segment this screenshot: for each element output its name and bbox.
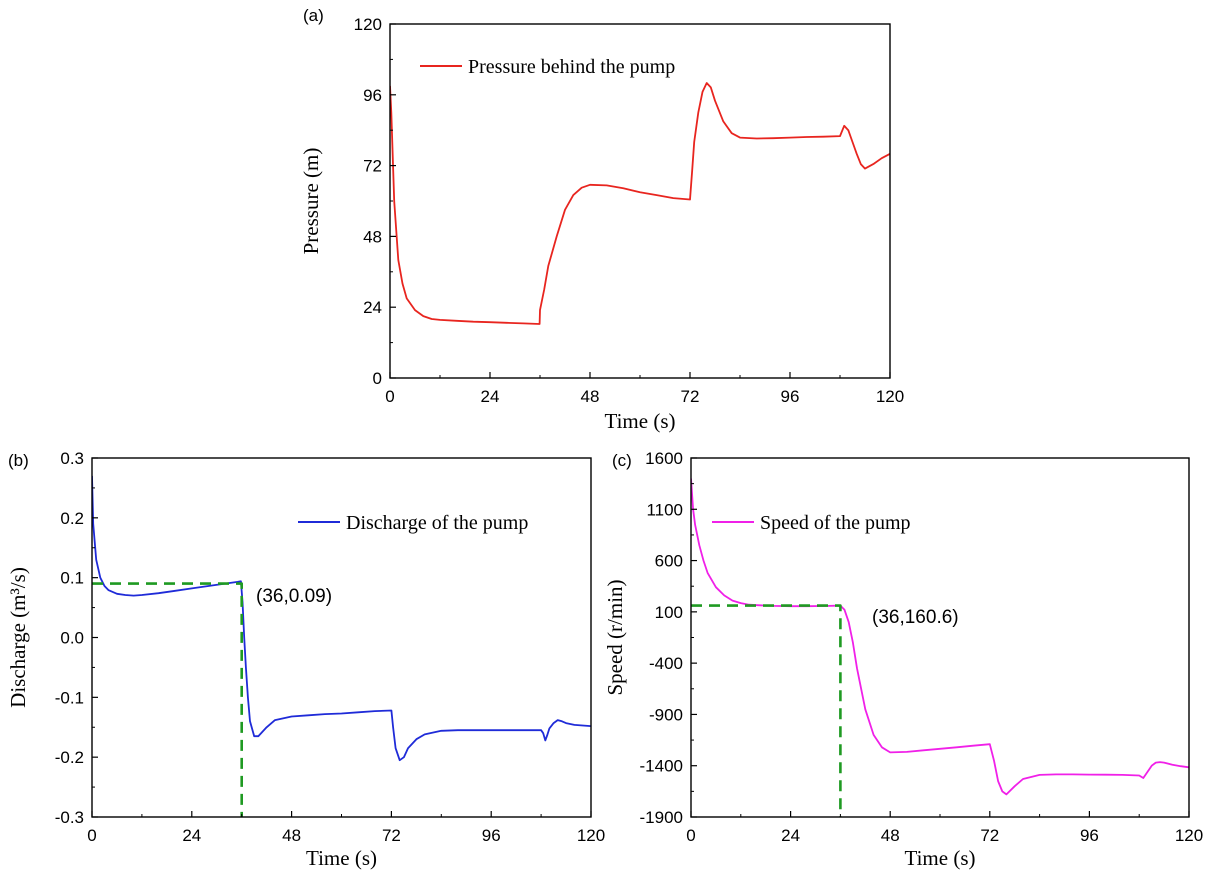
x-tick-label: 72: [681, 387, 700, 406]
panel-label: (b): [8, 451, 29, 470]
point-annotation: (36,160.6): [872, 607, 959, 628]
x-tick-label: 120: [577, 826, 605, 845]
x-tick-label: 120: [876, 387, 904, 406]
y-tick-label: 0.3: [60, 449, 84, 468]
x-axis-label: Time (s): [306, 846, 377, 870]
y-tick-label: 120: [354, 15, 382, 34]
series-line-1: [390, 82, 890, 325]
x-tick-label: 24: [481, 387, 500, 406]
y-axis-label: Discharge (m³/s): [6, 567, 30, 708]
x-tick-label: 0: [686, 826, 695, 845]
y-tick-label: 0.2: [60, 509, 84, 528]
y-tick-label: -400: [649, 654, 683, 673]
point-annotation: (36,0.09): [256, 586, 332, 607]
y-tick-label: 100: [655, 603, 683, 622]
y-tick-label: 1100: [646, 500, 683, 519]
chart-panel-2: 0 24 48 72 96 120 -0.3 -0.2 -0.1 0.0 0.1 0.2 0.3 Time…: [6, 449, 605, 870]
y-tick-label: 72: [363, 157, 382, 176]
x-tick-label: 96: [781, 387, 800, 406]
legend: Discharge of the pump: [298, 512, 528, 534]
x-axis-label: Time (s): [905, 846, 976, 870]
x-tick-label: 48: [881, 826, 900, 845]
legend: Speed of the pump: [712, 512, 911, 534]
y-tick-label: 1600: [645, 449, 683, 468]
y-tick-label: 48: [363, 227, 382, 246]
reference-dashed-line: [691, 604, 842, 817]
x-tick-label: 120: [1175, 826, 1203, 845]
y-tick-label: -0.1: [55, 688, 84, 707]
x-tick-label: 96: [482, 826, 501, 845]
x-tick-label: 72: [382, 826, 401, 845]
y-tick-label: 0.0: [60, 629, 84, 648]
x-tick-label: 48: [581, 387, 600, 406]
y-tick-label: 0: [373, 369, 382, 388]
y-axis-label: Pressure (m): [299, 148, 323, 255]
y-tick-label: -0.3: [55, 808, 84, 827]
x-axis-label: Time (s): [605, 409, 676, 433]
legend-label: Speed of the pump: [760, 512, 911, 534]
legend: Pressure behind the pump: [420, 56, 675, 78]
x-tick-label: 0: [87, 826, 96, 845]
panel-label: (c): [612, 451, 632, 470]
y-tick-label: -0.2: [55, 748, 84, 767]
y-tick-label: -1400: [640, 757, 683, 776]
reference-dashed-line: [92, 582, 243, 817]
x-tick-label: 48: [282, 826, 301, 845]
y-axis-label: Speed (r/min): [603, 579, 627, 695]
y-tick-label: -900: [649, 705, 683, 724]
x-tick-label: 72: [980, 826, 999, 845]
x-tick-label: 24: [182, 826, 201, 845]
series-line-1: [691, 478, 1189, 796]
x-tick-label: 0: [385, 387, 394, 406]
y-tick-label: 600: [655, 552, 683, 571]
y-tick-label: 96: [363, 86, 382, 105]
legend-label: Discharge of the pump: [346, 512, 528, 534]
legend-label: Pressure behind the pump: [468, 56, 675, 78]
y-tick-label: -1900: [640, 808, 683, 827]
chart-panel-1: 0 24 48 72 96 120 0 24 48 72 96 120 Time (s) Pressure…: [299, 6, 904, 433]
panel-label: (a): [303, 6, 324, 25]
series-line-1: [92, 475, 591, 762]
x-tick-label: 24: [781, 826, 800, 845]
x-tick-label: 96: [1080, 826, 1099, 845]
y-tick-label: 0.1: [60, 569, 84, 588]
y-tick-label: 24: [363, 298, 382, 317]
chart-panel-3: 0 24 48 72 96 120 -1900 -1400 -900 -400 100 600 1100…: [603, 449, 1203, 870]
